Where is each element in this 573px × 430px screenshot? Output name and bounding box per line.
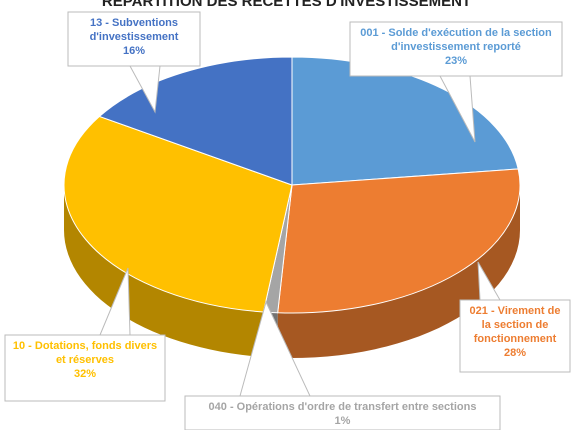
- callout-box: [459, 299, 571, 373]
- category-label: 021 - Virement de la section de fonction…: [469, 305, 561, 345]
- category-label: 13 - Subventions d'investissement: [89, 17, 179, 43]
- slice-side: [277, 185, 520, 358]
- category-label: 001 - Solde d'exécution de la section d'…: [360, 27, 552, 53]
- category-label: 10 - Dotations, fonds divers et réserves: [12, 340, 158, 366]
- slice: [63, 115, 293, 313]
- slice: [277, 168, 521, 314]
- category-label: 040 - Opérations d'ordre de transfert en…: [208, 401, 477, 413]
- slice: [291, 56, 519, 186]
- callout-pointer: [477, 261, 501, 301]
- value-label: 16%: [122, 45, 146, 57]
- value-label: 23%: [444, 55, 468, 67]
- chart-title: RÉPARTITION DES RECETTES D'INVESTISSEMEN…: [101, 0, 472, 10]
- callout-box: [184, 395, 501, 430]
- data-label: 021 - Virement de la section de fonction…: [464, 304, 566, 360]
- data-label: 13 - Subventions d'investissement 16%: [72, 16, 196, 58]
- slice-side: [64, 185, 264, 357]
- value-label: 32%: [73, 368, 97, 380]
- callout-pointer: [439, 75, 476, 143]
- callout-box: [349, 21, 563, 77]
- value-label: 28%: [503, 347, 527, 359]
- callout-pointer: [129, 65, 161, 114]
- callout-pointer: [239, 300, 311, 397]
- value-label: 1%: [334, 415, 351, 427]
- data-label: 001 - Solde d'exécution de la section d'…: [354, 26, 558, 68]
- callout-pointer: [99, 267, 131, 336]
- callout-box: [67, 11, 201, 67]
- data-label: 10 - Dotations, fonds divers et réserves…: [9, 339, 161, 381]
- data-label: 040 - Opérations d'ordre de transfert en…: [189, 400, 496, 428]
